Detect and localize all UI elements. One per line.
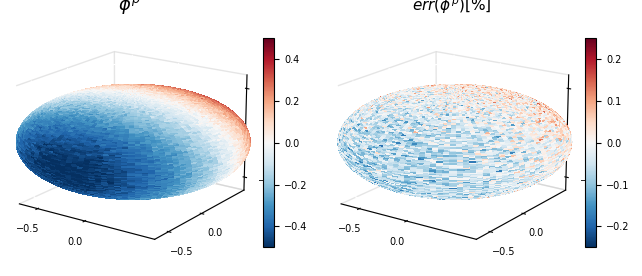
Title: $err(\phi^p)[\%]$: $err(\phi^p)[\%]$ <box>412 0 491 16</box>
Title: $\phi^p$: $\phi^p$ <box>118 0 141 16</box>
